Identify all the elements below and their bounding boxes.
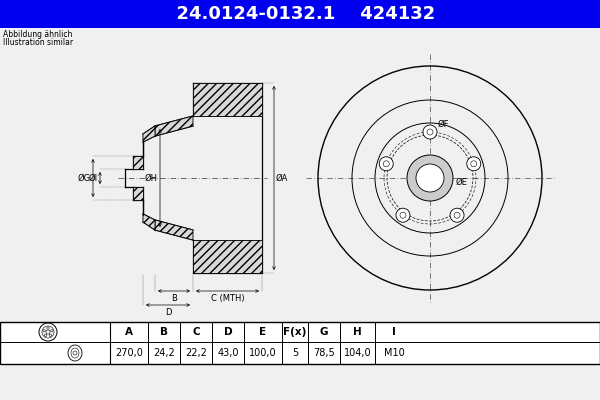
Circle shape <box>416 164 444 192</box>
Bar <box>0 0 600 28</box>
Text: B: B <box>171 294 177 303</box>
Text: E: E <box>259 327 266 337</box>
Text: 104,0: 104,0 <box>344 348 371 358</box>
Circle shape <box>407 155 453 201</box>
Circle shape <box>396 208 410 222</box>
Text: C: C <box>192 327 200 337</box>
Polygon shape <box>193 240 262 273</box>
Bar <box>0 322 600 364</box>
Text: Abbildung ähnlich: Abbildung ähnlich <box>3 30 73 39</box>
Text: H: H <box>353 327 362 337</box>
Text: 24.0124-0132.1    424132: 24.0124-0132.1 424132 <box>164 5 436 23</box>
Circle shape <box>50 330 53 332</box>
Polygon shape <box>193 83 262 116</box>
Text: ØH: ØH <box>145 174 158 182</box>
Text: G: G <box>320 327 328 337</box>
Polygon shape <box>143 126 155 142</box>
Circle shape <box>450 208 464 222</box>
Text: 78,5: 78,5 <box>313 348 335 358</box>
Text: 5: 5 <box>292 348 298 358</box>
Circle shape <box>47 327 49 329</box>
Circle shape <box>44 334 47 336</box>
Circle shape <box>423 125 437 139</box>
Polygon shape <box>155 116 193 136</box>
Text: B: B <box>160 327 168 337</box>
Circle shape <box>467 157 481 171</box>
Circle shape <box>379 157 393 171</box>
Text: ØE: ØE <box>456 178 468 186</box>
Text: 100,0: 100,0 <box>249 348 277 358</box>
Polygon shape <box>133 156 143 169</box>
Text: C (MTH): C (MTH) <box>211 294 244 303</box>
Bar <box>0 322 600 364</box>
Text: 24,2: 24,2 <box>153 348 175 358</box>
Circle shape <box>49 334 52 336</box>
Text: A: A <box>125 327 133 337</box>
Polygon shape <box>143 214 155 230</box>
Text: D: D <box>165 308 171 317</box>
Text: ØF: ØF <box>438 120 449 129</box>
Text: ØI: ØI <box>89 174 98 182</box>
Text: D: D <box>224 327 232 337</box>
Text: ØA: ØA <box>276 174 289 182</box>
Polygon shape <box>155 220 193 240</box>
Circle shape <box>43 330 46 332</box>
Text: I: I <box>392 327 396 337</box>
Text: M10: M10 <box>383 348 404 358</box>
Text: 270,0: 270,0 <box>115 348 143 358</box>
Text: Illustration similar: Illustration similar <box>3 38 73 47</box>
Text: 22,2: 22,2 <box>185 348 207 358</box>
Text: F(x): F(x) <box>283 327 307 337</box>
Polygon shape <box>133 187 143 200</box>
Text: 43,0: 43,0 <box>217 348 239 358</box>
Text: ØG: ØG <box>78 174 91 182</box>
